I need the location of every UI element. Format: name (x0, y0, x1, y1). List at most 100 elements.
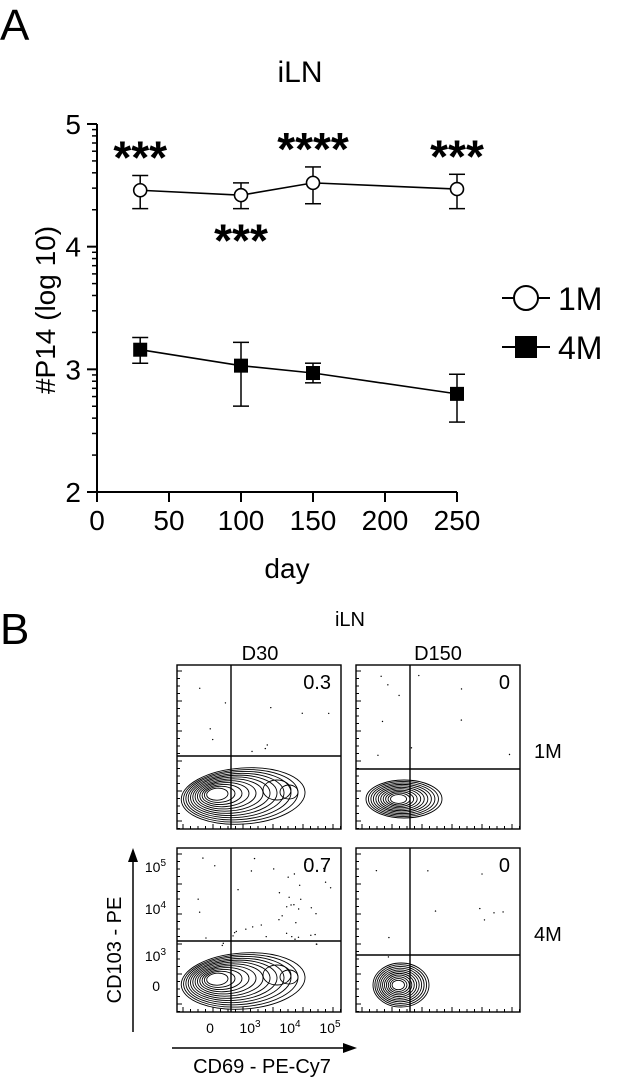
column-label-d150: D150 (414, 643, 462, 665)
event-dot (387, 684, 389, 686)
contour-level (389, 978, 408, 992)
event-dot (287, 876, 289, 878)
contour-level (390, 794, 407, 804)
event-dot (502, 911, 504, 913)
flow-x-ticks: 0 103 104 105 (206, 1019, 341, 1036)
event-dot (460, 719, 463, 721)
legend-label-4m: 4M (558, 330, 602, 366)
event-dot (418, 674, 420, 677)
contour-level (391, 979, 405, 991)
event-dot (265, 935, 267, 938)
event-dot (224, 702, 227, 704)
event-dot (300, 898, 302, 900)
contour-level (203, 970, 236, 988)
event-dot (198, 911, 201, 913)
event-dot (310, 934, 312, 936)
contour-level (279, 784, 299, 800)
event-dot (273, 868, 275, 870)
contour-level (199, 967, 250, 993)
contour-level (372, 962, 430, 1008)
significance-label: *** (430, 130, 484, 182)
event-dot (291, 935, 293, 938)
contour-level (384, 972, 415, 998)
contour-level (190, 959, 278, 1001)
event-dot (427, 870, 429, 872)
event-dot (375, 869, 378, 872)
event-dot (245, 928, 247, 930)
panel-a-label: A (0, 1, 30, 50)
flow-title: iLN (335, 609, 365, 631)
contour-level (190, 774, 278, 816)
event-dot (434, 910, 437, 912)
x-tick-label: 250 (434, 505, 481, 536)
line-chart-title: iLN (277, 56, 322, 89)
event-dot (286, 906, 288, 908)
event-dot (297, 908, 300, 910)
series-4M (132, 336, 465, 423)
data-point (306, 366, 320, 381)
contour-level (385, 974, 413, 996)
significance-label: *** (113, 132, 167, 184)
flow-x-axis-arrow (172, 1043, 357, 1053)
y-tick-label: 4 (65, 232, 81, 263)
event-dot (293, 873, 296, 875)
flow-plot-4M-D150: 0 (355, 847, 521, 1013)
flow-plot-frame (176, 664, 342, 830)
series-line (140, 182, 458, 196)
contour-level (180, 767, 306, 825)
quadrant-percentage: 0 (499, 855, 510, 877)
contour-level (262, 779, 292, 801)
contour-level (380, 788, 422, 810)
quadrant-percentage: 0.7 (303, 855, 331, 877)
legend-label-1m: 1M (558, 281, 602, 317)
contour-level (370, 782, 436, 816)
contour-level (365, 779, 443, 819)
contour-level (262, 964, 292, 986)
event-dot (205, 937, 207, 939)
event-dot (260, 924, 262, 926)
flow-y-tick-5: 105 (145, 858, 167, 875)
contour-level (201, 783, 243, 806)
data-point (132, 182, 148, 198)
event-dot (387, 956, 390, 958)
event-dot (301, 712, 303, 714)
event-dot (483, 919, 486, 921)
event-dot (232, 935, 234, 937)
flow-plot-frame (355, 847, 521, 1013)
event-dot (388, 936, 390, 939)
legend-marker-1m (513, 285, 539, 311)
contour-level (199, 782, 250, 808)
flow-plot-1M-D30: 0.3 (176, 664, 342, 830)
data-point (234, 358, 248, 373)
event-dot (381, 720, 384, 723)
event-dot (410, 747, 413, 749)
event-dot (285, 932, 288, 935)
quadrant-percentage: 0.3 (303, 672, 331, 694)
flow-x-tick-5: 105 (319, 1019, 341, 1036)
contour-level (380, 969, 420, 1001)
event-dot (266, 744, 268, 746)
contour-level (374, 964, 427, 1006)
contour-level (203, 785, 236, 803)
series-1M (132, 166, 465, 210)
contour-level (196, 780, 257, 810)
event-dot (315, 913, 317, 915)
x-tick-label: 200 (362, 505, 409, 536)
flow-x-tick-4: 104 (279, 1019, 301, 1036)
line-chart-series: ********** *** (113, 123, 484, 423)
x-axis-label: day (264, 553, 309, 584)
flow-y-tick-4: 104 (145, 900, 167, 917)
y-tick-label: 3 (65, 354, 81, 385)
event-dot (197, 898, 199, 900)
event-dot (235, 930, 237, 933)
contour-level (180, 952, 306, 1010)
event-dot (315, 943, 318, 945)
event-dot (288, 896, 290, 898)
event-dot (508, 753, 511, 756)
y-tick-label: 2 (65, 477, 81, 508)
event-dot (314, 933, 316, 936)
event-dot (264, 747, 267, 750)
series-line (140, 348, 458, 395)
event-dot (270, 706, 272, 709)
